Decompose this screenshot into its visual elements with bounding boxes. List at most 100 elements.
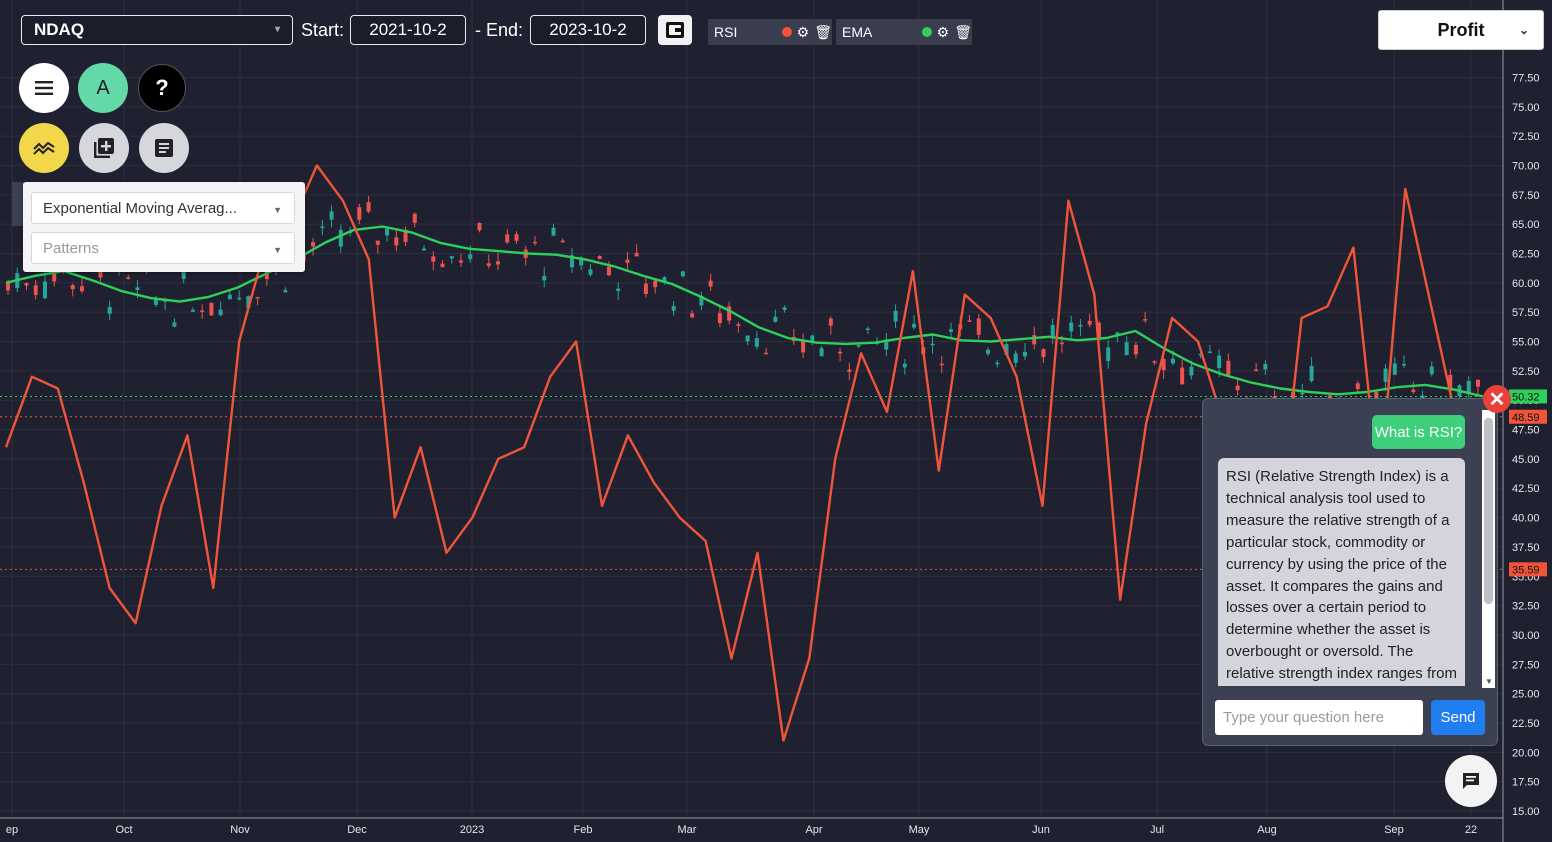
candle-body bbox=[902, 363, 907, 368]
candle-body bbox=[810, 335, 815, 341]
candle-body bbox=[1207, 351, 1212, 353]
x-tick-label: Aug bbox=[1257, 824, 1277, 836]
candle-body bbox=[1328, 395, 1333, 399]
candle-body bbox=[1226, 360, 1231, 375]
x-tick-label: Jun bbox=[1032, 824, 1050, 836]
x-tick-label: Apr bbox=[805, 824, 822, 836]
candle-body bbox=[995, 362, 1000, 365]
candle-body bbox=[1087, 320, 1092, 325]
ticker-select[interactable]: NDAQ ▾ bbox=[21, 15, 293, 45]
start-label: Start: bbox=[301, 20, 345, 40]
profit-select[interactable]: Profit ⌄ bbox=[1378, 10, 1544, 50]
chevron-down-icon: ▾ bbox=[274, 24, 280, 35]
candle-body bbox=[579, 257, 584, 266]
candle-body bbox=[403, 229, 408, 243]
candle-body bbox=[1143, 319, 1148, 321]
indicators-button[interactable] bbox=[19, 123, 69, 173]
chat-scrollbar[interactable]: ▼ bbox=[1482, 410, 1495, 688]
indicator-label: EMA bbox=[842, 24, 873, 40]
candle-body bbox=[200, 310, 205, 312]
candle-body bbox=[606, 266, 611, 276]
profit-label: Profit bbox=[1437, 19, 1485, 40]
ema-color-dot bbox=[921, 27, 932, 37]
x-tick-label: Oct bbox=[115, 824, 132, 836]
candle-body bbox=[865, 328, 870, 330]
candle-body bbox=[1263, 363, 1268, 370]
candle-body bbox=[801, 340, 806, 353]
y-tick-label: 15.00 bbox=[1512, 806, 1540, 818]
candle-body bbox=[745, 335, 750, 342]
candle-body bbox=[690, 313, 695, 318]
candle-body bbox=[1180, 367, 1185, 385]
candle-body bbox=[754, 338, 759, 347]
trash-icon[interactable]: 🗑 bbox=[814, 23, 832, 40]
chevron-down-icon: ▼ bbox=[273, 205, 282, 215]
gear-icon[interactable]: ⚙ bbox=[796, 23, 810, 40]
candle-body bbox=[227, 294, 232, 300]
candle-body bbox=[357, 207, 362, 220]
close-icon[interactable]: ✕ bbox=[1483, 385, 1511, 413]
trash-icon[interactable]: 🗑 bbox=[954, 23, 972, 40]
patterns-select-value: Patterns bbox=[43, 239, 99, 257]
candle-body bbox=[1383, 368, 1388, 382]
add-chart-button[interactable] bbox=[79, 123, 129, 173]
patterns-select[interactable]: Patterns ▼ bbox=[31, 232, 295, 264]
candle-body bbox=[671, 306, 676, 311]
wallet-button[interactable] bbox=[658, 15, 692, 45]
candle-body bbox=[634, 252, 639, 257]
scroll-down-icon[interactable]: ▼ bbox=[1485, 677, 1493, 686]
help-button[interactable]: ? bbox=[138, 64, 186, 112]
indicator-panel: Exponential Moving Averag... ▼ Patterns … bbox=[23, 182, 305, 272]
candle-body bbox=[209, 302, 214, 316]
indicator-select[interactable]: Exponential Moving Averag... ▼ bbox=[31, 192, 295, 224]
chat-toggle-button[interactable] bbox=[1445, 755, 1497, 807]
menu-icon bbox=[35, 81, 53, 95]
bot-message: RSI (Relative Strength Index) is a techn… bbox=[1218, 458, 1465, 686]
y-tick-label: 20.00 bbox=[1512, 747, 1540, 759]
candle-body bbox=[1411, 389, 1416, 393]
candle-body bbox=[828, 318, 833, 326]
chat-icon bbox=[1463, 773, 1479, 789]
candle-body bbox=[107, 306, 112, 314]
start-date-input[interactable]: 2021-10-2 bbox=[350, 15, 466, 45]
account-button[interactable]: A bbox=[78, 63, 128, 113]
end-date-input[interactable]: 2023-10-2 bbox=[530, 15, 646, 45]
candle-body bbox=[52, 267, 57, 282]
candle-body bbox=[1152, 361, 1157, 363]
indicator-chip-rsi[interactable]: RSI ⚙ 🗑 bbox=[708, 19, 832, 45]
candle-body bbox=[468, 254, 473, 260]
candle-body bbox=[1392, 363, 1397, 375]
candle-body bbox=[320, 226, 325, 228]
y-tick-label: 42.50 bbox=[1512, 483, 1540, 495]
y-tick-label: 62.50 bbox=[1512, 248, 1540, 260]
indicator-chip-ema[interactable]: EMA ⚙ 🗑 bbox=[836, 19, 972, 45]
candle-body bbox=[126, 277, 131, 279]
scroll-thumb[interactable] bbox=[1484, 418, 1493, 604]
candle-body bbox=[1170, 358, 1175, 364]
candle-body bbox=[1004, 344, 1009, 355]
end-label: - End: bbox=[475, 20, 524, 40]
candle-body bbox=[1041, 349, 1046, 357]
candle-body bbox=[764, 352, 769, 355]
wallet-icon bbox=[666, 22, 684, 38]
candle-body bbox=[727, 306, 732, 321]
chat-input[interactable] bbox=[1215, 700, 1423, 735]
indicator-select-value: Exponential Moving Averag... bbox=[43, 199, 238, 217]
candle-body bbox=[1189, 366, 1194, 376]
gear-icon[interactable]: ⚙ bbox=[936, 23, 950, 40]
candle-body bbox=[1161, 359, 1166, 371]
candle-body bbox=[1032, 335, 1037, 345]
candle-body bbox=[6, 282, 10, 291]
chevron-down-icon: ▼ bbox=[273, 245, 282, 255]
menu-button[interactable] bbox=[19, 63, 69, 113]
candle-body bbox=[1300, 392, 1305, 395]
y-tick-label: 75.00 bbox=[1512, 102, 1540, 114]
send-button[interactable]: Send bbox=[1431, 700, 1485, 735]
notes-button[interactable] bbox=[139, 123, 189, 173]
candle-body bbox=[181, 271, 186, 279]
price-label-box bbox=[1509, 389, 1547, 404]
candle-body bbox=[662, 277, 667, 282]
candle-body bbox=[893, 310, 898, 322]
candle-body bbox=[1078, 324, 1083, 327]
